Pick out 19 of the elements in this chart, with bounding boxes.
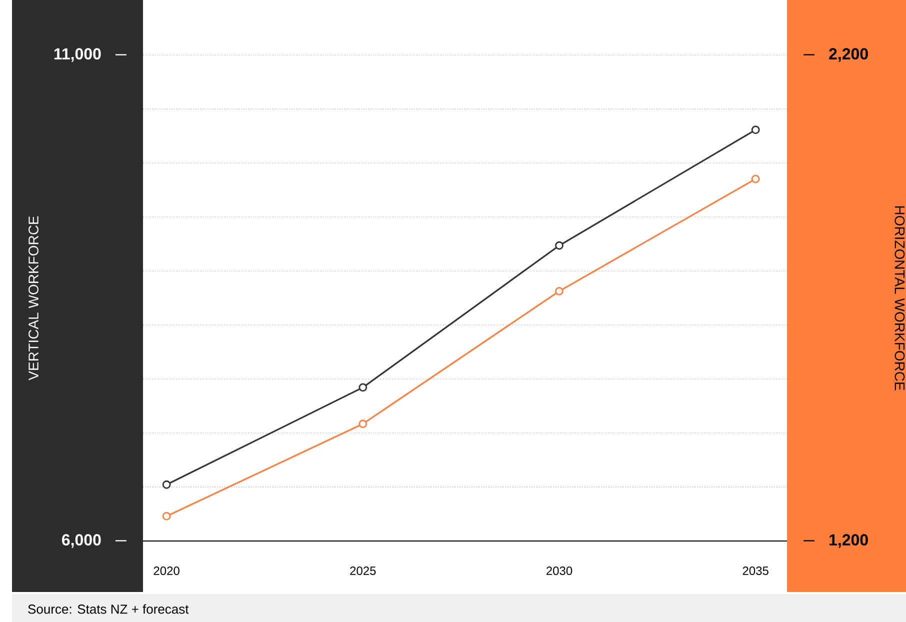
- y-axis-title: VERTICAL WORKFORCE: [28, 216, 38, 380]
- point: [358, 383, 368, 392]
- point: [555, 286, 564, 296]
- point: [162, 480, 171, 489]
- x-tick-label: 2025: [350, 566, 376, 576]
- point: [358, 420, 368, 428]
- x-tick-label: 2035: [742, 566, 768, 576]
- point: [751, 126, 760, 134]
- source-note: Source: Stats NZ + forecast: [28, 604, 189, 614]
- point: [162, 512, 171, 520]
- y2-tick-label: 2,200: [829, 48, 868, 62]
- y2-tick-label: 1,200: [830, 534, 868, 548]
- x-tick-label: 2030: [546, 566, 572, 576]
- point: [555, 241, 564, 250]
- x-tick-label: 2020: [154, 566, 180, 576]
- y-tick-label: 6,000: [62, 534, 101, 548]
- point: [751, 174, 760, 184]
- y-tick-label: 11,000: [54, 48, 101, 62]
- y2-axis-title: HORIZONTAL WORKFORCE: [894, 206, 905, 390]
